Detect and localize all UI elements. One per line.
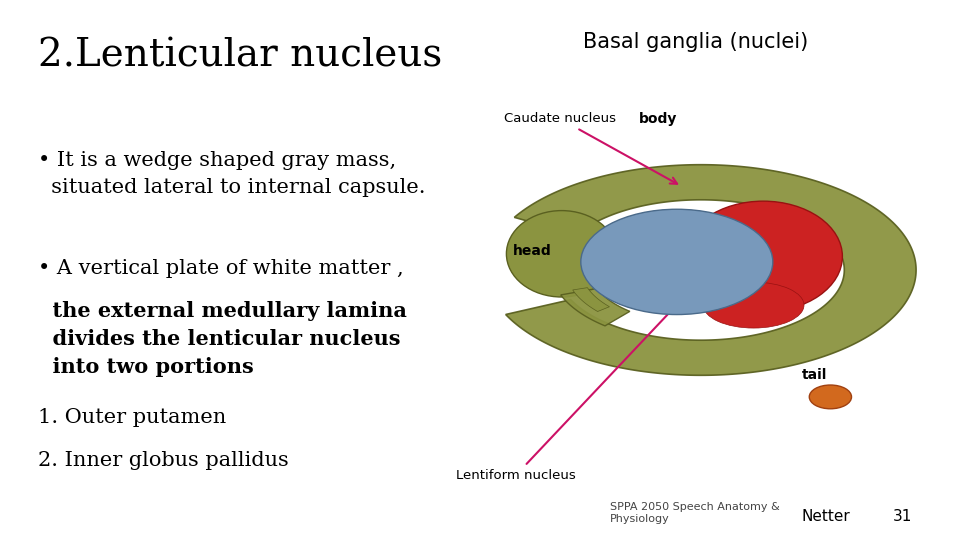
Text: 2.Lenticular nucleus: 2.Lenticular nucleus <box>38 38 443 75</box>
Text: head: head <box>514 244 552 258</box>
Text: • A vertical plate of white matter ,: • A vertical plate of white matter , <box>38 259 404 278</box>
Text: Basal ganglia (nuclei): Basal ganglia (nuclei) <box>584 32 808 52</box>
Text: 31: 31 <box>893 509 912 524</box>
Text: • It is a wedge shaped gray mass,
  situated lateral to internal capsule.: • It is a wedge shaped gray mass, situat… <box>38 151 426 197</box>
Polygon shape <box>506 165 916 375</box>
Text: 2. Inner globus pallidus: 2. Inner globus pallidus <box>38 451 289 470</box>
Polygon shape <box>561 288 630 326</box>
Text: tail: tail <box>802 368 827 382</box>
Text: 1. Outer putamen: 1. Outer putamen <box>38 408 227 427</box>
Ellipse shape <box>684 201 843 312</box>
Circle shape <box>809 385 852 409</box>
Ellipse shape <box>506 211 616 297</box>
Text: Caudate nucleus: Caudate nucleus <box>504 112 677 184</box>
Polygon shape <box>573 288 610 312</box>
Text: the external medullary lamina
  divides the lenticular nucleus
  into two portio: the external medullary lamina divides th… <box>38 301 407 377</box>
Ellipse shape <box>703 282 804 328</box>
Text: Lentiform nucleus: Lentiform nucleus <box>456 303 678 482</box>
Ellipse shape <box>581 209 773 314</box>
Text: body: body <box>638 112 677 126</box>
Text: Netter: Netter <box>802 509 851 524</box>
Text: SPPA 2050 Speech Anatomy &
Physiology: SPPA 2050 Speech Anatomy & Physiology <box>610 502 780 524</box>
